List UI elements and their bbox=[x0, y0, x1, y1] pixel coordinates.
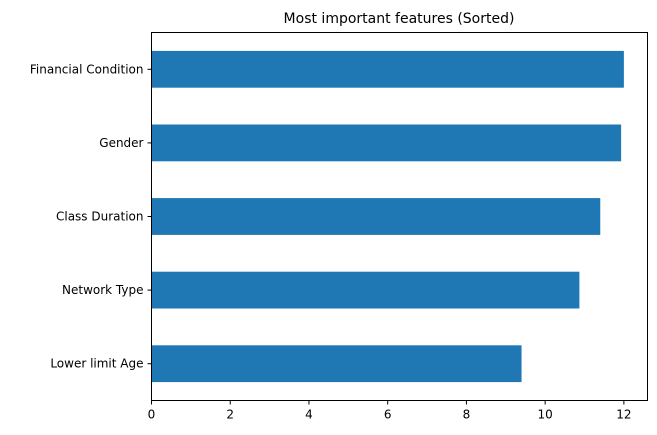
x-tick-label: 10 bbox=[538, 408, 553, 422]
bar bbox=[151, 198, 601, 235]
x-axis-ticks: 0 2 4 6 8 10 12 bbox=[148, 400, 632, 422]
x-tick-label: 4 bbox=[305, 408, 313, 422]
y-axis-ticks: Financial Condition Gender Class Duration N… bbox=[30, 62, 152, 371]
y-tick-label: Lower limit Age bbox=[50, 357, 143, 371]
x-tick-label: 0 bbox=[148, 408, 156, 422]
x-tick-label: 6 bbox=[384, 408, 392, 422]
bar bbox=[151, 271, 580, 309]
y-tick-label: Financial Condition bbox=[30, 62, 144, 76]
x-tick-label: 8 bbox=[463, 408, 471, 422]
bar bbox=[151, 50, 624, 88]
y-tick-label: Class Duration bbox=[56, 210, 144, 224]
chart-title: Most important features (Sorted) bbox=[284, 11, 515, 27]
y-tick-label: Gender bbox=[99, 136, 143, 150]
bar bbox=[151, 124, 622, 162]
x-tick-label: 12 bbox=[616, 408, 631, 422]
plot-frame bbox=[151, 32, 648, 401]
y-tick-label: Network Type bbox=[62, 283, 143, 297]
x-tick-label: 2 bbox=[226, 408, 234, 422]
bar bbox=[151, 345, 522, 383]
bars-group bbox=[151, 50, 624, 383]
